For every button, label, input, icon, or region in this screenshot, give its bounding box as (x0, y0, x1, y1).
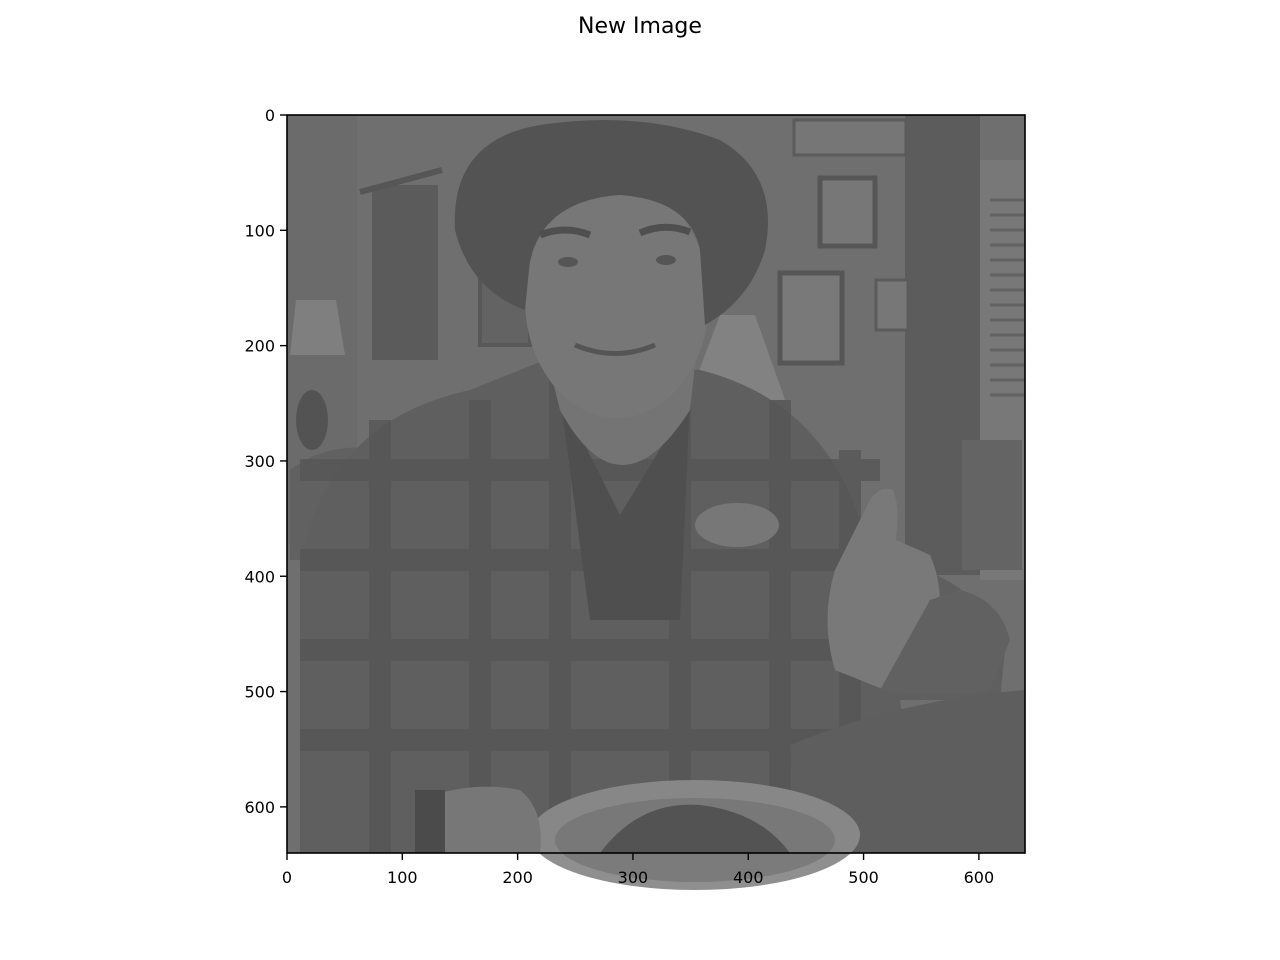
x-axis-ticks: 0 100 200 300 400 500 600 (282, 853, 994, 887)
x-tick-label: 300 (618, 868, 649, 887)
x-tick-label: 600 (964, 868, 995, 887)
x-tick-label: 400 (733, 868, 764, 887)
y-tick-label: 500 (244, 683, 275, 702)
image-area (287, 115, 1025, 890)
axes-frame (286, 114, 1026, 854)
y-tick-label: 600 (244, 798, 275, 817)
chart-title: New Image (578, 14, 702, 39)
x-tick-label: 0 (282, 868, 292, 887)
y-tick-label: 200 (244, 337, 275, 356)
x-tick-label: 500 (848, 868, 879, 887)
y-tick-label: 300 (244, 452, 275, 471)
y-tick-label: 0 (265, 106, 275, 125)
y-axis-ticks: 0 100 200 300 400 500 600 (244, 106, 287, 817)
y-tick-label: 100 (244, 221, 275, 240)
y-tick-label: 400 (244, 567, 275, 586)
x-tick-label: 200 (502, 868, 533, 887)
x-tick-label: 100 (387, 868, 418, 887)
